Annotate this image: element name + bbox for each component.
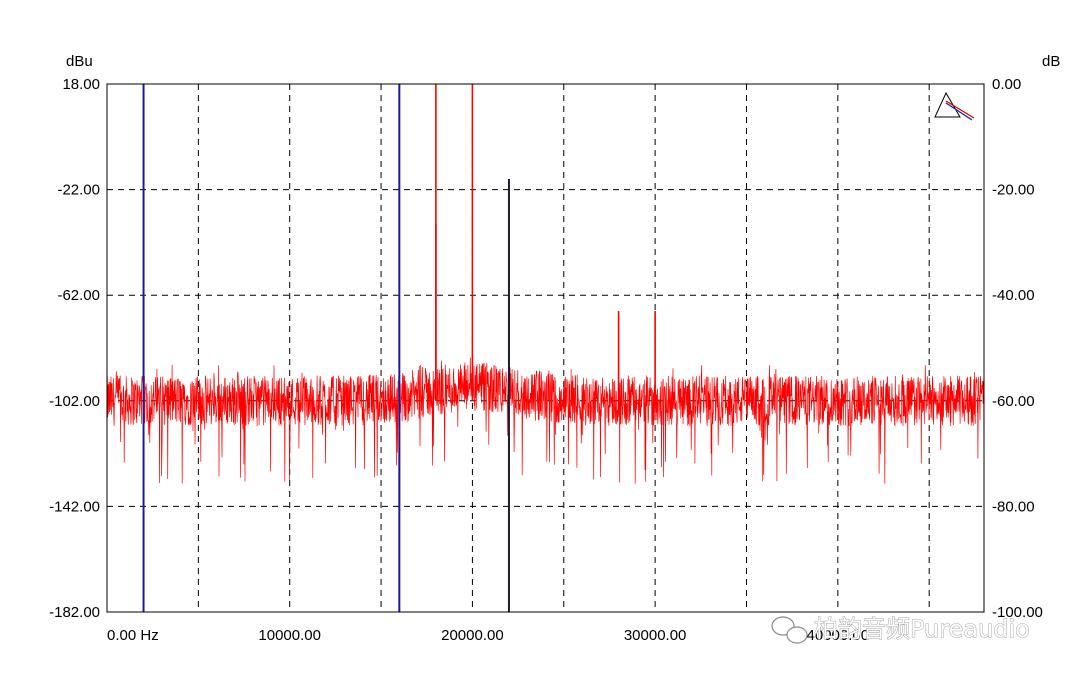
right-tick-label: -60.00 <box>992 393 1035 410</box>
left-tick-label: -62.00 <box>57 287 100 304</box>
right-tick-label: 0.00 <box>992 76 1021 93</box>
plot-frame <box>106 83 985 613</box>
x-tick-label: 10000.00 <box>258 627 321 644</box>
right-tick-label: -20.00 <box>992 182 1035 199</box>
right-tick-label: -100.00 <box>992 604 1043 621</box>
x-tick-label: 0.00 Hz <box>107 627 159 644</box>
left-tick-label: -182.00 <box>49 604 100 621</box>
left-tick-label: -142.00 <box>49 498 100 515</box>
grid-lines <box>107 84 984 612</box>
watermark: 柏韵音频Pureaudio <box>771 615 1030 644</box>
left-tick-label: -102.00 <box>49 393 100 410</box>
right-tick-label: -80.00 <box>992 498 1035 515</box>
x-tick-label: 30000.00 <box>624 627 687 644</box>
spectrum-icon <box>934 91 975 121</box>
left-tick-label: 18.00 <box>62 76 100 93</box>
wechat-icon <box>771 616 808 644</box>
x-tick-label: 40000.00 <box>807 627 870 644</box>
red-trace <box>106 84 985 512</box>
axis-ticks: 18.00 -22.00 -62.00 -102.00 -142.00 -182.00 0.… <box>49 76 1043 644</box>
left-axis-unit: dBu <box>66 53 93 70</box>
noise-floor-trace <box>106 357 985 484</box>
right-tick-label: -40.00 <box>992 287 1035 304</box>
left-tick-label: -22.00 <box>57 182 100 199</box>
x-tick-label: 20000.00 <box>441 627 504 644</box>
watermark-text: 柏韵音频Pureaudio <box>814 615 1030 643</box>
right-axis-unit: dB <box>1042 53 1060 70</box>
marker-lines <box>142 84 510 612</box>
